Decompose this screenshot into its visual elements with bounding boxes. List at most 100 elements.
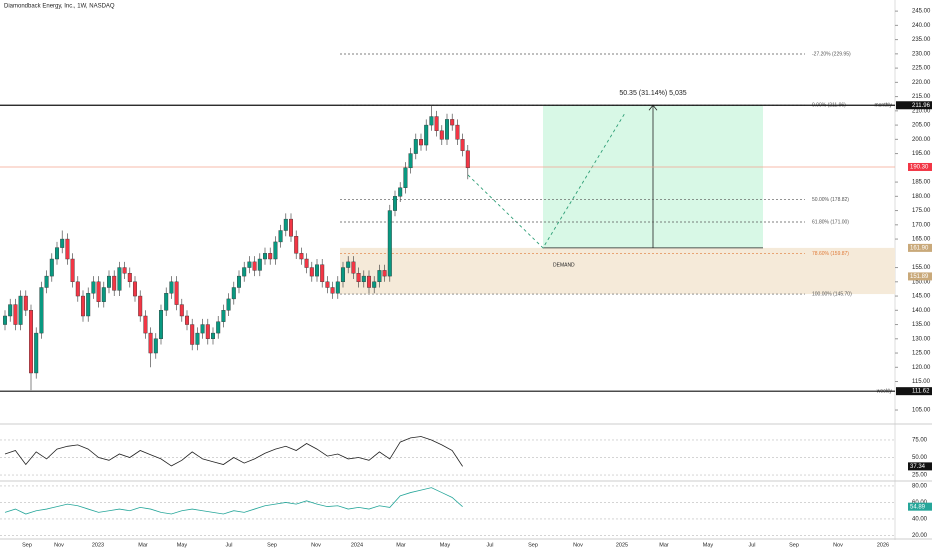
candle-body — [55, 247, 60, 260]
candle-body — [315, 264, 320, 277]
candle-body — [143, 315, 148, 334]
candle-body — [184, 315, 189, 325]
y-tick-label: 135.00 — [912, 322, 931, 328]
level-name: weekly — [877, 388, 893, 394]
y-tick-label: 180.00 — [912, 194, 931, 200]
candle-body — [341, 267, 346, 283]
x-tick-label: 2026 — [877, 542, 889, 548]
badge-label: 151.89 — [910, 274, 929, 280]
badge-label: 190.30 — [910, 165, 929, 171]
candle-body — [8, 304, 13, 317]
demand-label: DEMAND — [553, 262, 575, 268]
candle-body — [335, 281, 340, 294]
y-tick-label: 215.00 — [912, 94, 931, 100]
candle-body — [132, 281, 137, 297]
badge-label: 211.96 — [912, 103, 931, 109]
candle-body — [294, 236, 299, 254]
candle-body — [278, 230, 283, 243]
candle-body — [190, 324, 195, 345]
indicator-line — [4, 487, 463, 515]
candle-body — [382, 270, 387, 277]
x-tick-label: Sep — [789, 542, 799, 548]
y-tick-label: 40.00 — [912, 517, 928, 523]
y-tick-label: 105.00 — [912, 408, 931, 414]
y-tick-label: 170.00 — [912, 222, 931, 228]
candle-body — [361, 275, 366, 283]
candle-body — [65, 238, 70, 260]
candle-body — [242, 267, 247, 277]
candle-body — [289, 218, 294, 237]
x-tick-label: Sep — [22, 542, 32, 548]
candle-body — [174, 281, 179, 305]
x-tick-label: Nov — [311, 542, 321, 548]
candle-body — [372, 281, 377, 288]
candle-body — [210, 332, 215, 339]
price-badge — [896, 101, 932, 110]
candle-body — [445, 119, 450, 140]
candle-body — [195, 332, 200, 345]
target-label: 50.35 (31.14%) 5,035 — [619, 90, 686, 97]
x-tick-label: Sep — [528, 542, 538, 548]
candle-body — [75, 281, 80, 297]
candle-body — [23, 295, 28, 311]
candle-body — [122, 267, 127, 274]
level-name: monthly — [874, 103, 892, 109]
demand-zone — [340, 247, 895, 295]
candle-body — [221, 310, 226, 322]
candle-body — [169, 281, 174, 294]
candle-body — [49, 258, 54, 277]
y-tick-label: 125.00 — [912, 351, 931, 357]
candle-body — [86, 293, 91, 317]
candle-body — [231, 287, 236, 300]
candle-body — [106, 275, 111, 288]
candle-body — [247, 261, 252, 268]
x-tick-label: May — [703, 542, 714, 548]
candle-body — [263, 253, 268, 260]
x-tick-label: 2024 — [351, 542, 363, 548]
candle-body — [455, 124, 460, 140]
fib-label: 78.60% (159.87) — [812, 251, 849, 257]
x-tick-label: May — [440, 542, 451, 548]
candle-body — [179, 304, 184, 317]
y-tick-label: 140.00 — [912, 308, 931, 314]
candle-body — [13, 304, 18, 325]
y-tick-label: 230.00 — [912, 51, 931, 57]
candle-body — [393, 196, 398, 211]
y-tick-label: 80.00 — [912, 484, 928, 490]
candle-body — [460, 139, 465, 151]
candle-body — [330, 287, 335, 294]
candle-body — [164, 293, 169, 311]
candle-body — [434, 116, 439, 131]
x-tick-label: Sep — [267, 542, 277, 548]
candle-body — [387, 210, 392, 277]
candle-body — [29, 310, 34, 374]
candle-body — [236, 275, 241, 288]
x-tick-label: 2023 — [92, 542, 104, 548]
candle-body — [398, 187, 403, 197]
candle-body — [320, 264, 325, 283]
price-badge — [908, 272, 932, 281]
candle-body — [268, 253, 273, 260]
y-tick-label: 115.00 — [912, 379, 931, 385]
y-tick-label: 245.00 — [912, 9, 931, 15]
price-badge — [896, 387, 932, 396]
value-badge-label: 37.34 — [910, 464, 926, 470]
candle-body — [127, 273, 132, 283]
candle-body — [257, 258, 262, 271]
candle-body — [408, 153, 413, 169]
candle-body — [309, 267, 314, 277]
candle-body — [226, 298, 231, 311]
x-tick-label: Nov — [54, 542, 64, 548]
chart-title: Diamondback Energy, Inc., 1W, NASDAQ — [4, 4, 115, 10]
y-tick-label: 200.00 — [912, 137, 931, 143]
badge-label: 111.62 — [912, 389, 930, 395]
candle-body — [403, 167, 408, 188]
projection — [467, 112, 626, 249]
y-tick-label: 185.00 — [912, 180, 931, 186]
y-tick-label: 240.00 — [912, 23, 931, 29]
y-tick-label: 165.00 — [912, 237, 931, 243]
x-tick-label: Jul — [486, 542, 493, 548]
value-badge — [908, 462, 932, 471]
candle-body — [283, 218, 288, 231]
